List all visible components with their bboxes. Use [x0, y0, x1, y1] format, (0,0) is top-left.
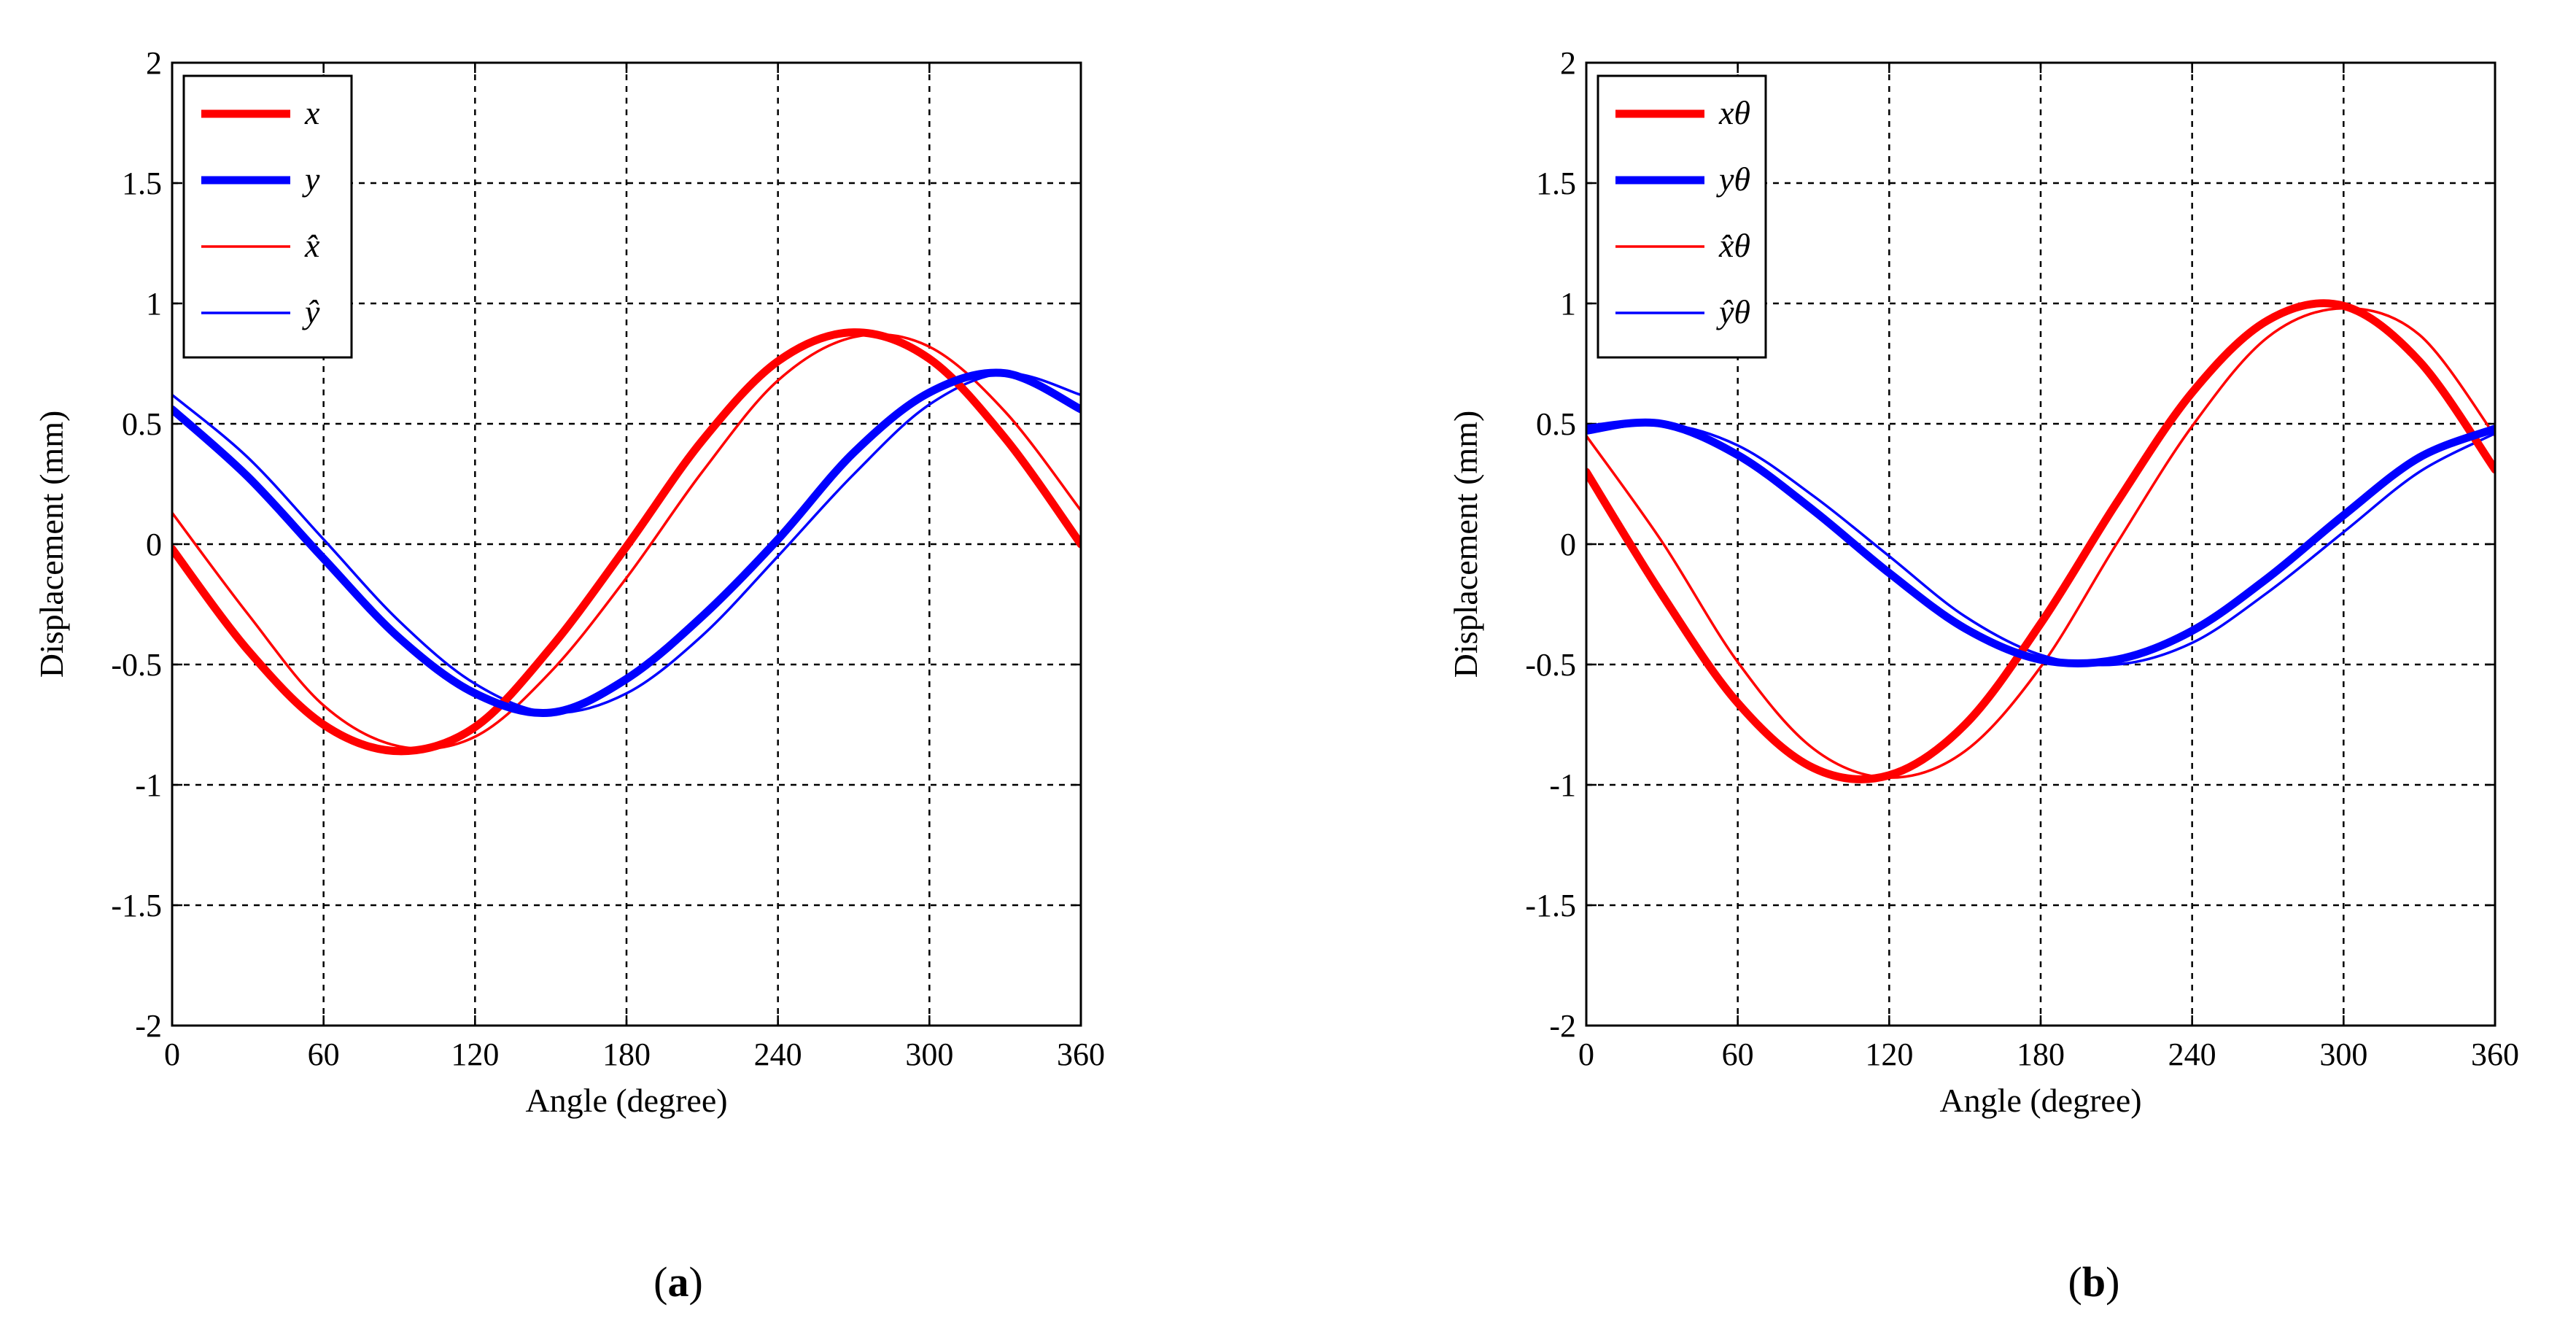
panel-a-x-tick-label: 360	[1057, 1037, 1105, 1072]
panel-a-y-tick-label: 2	[146, 45, 162, 81]
panel-b-y-tick-label: 1	[1560, 286, 1576, 322]
panel-b-x-axis-label: Angle (degree)	[1939, 1082, 2141, 1119]
panel-b-legend-label-x-theta: xθ	[1718, 94, 1750, 131]
panel-b-legend-label-y-theta: yθ	[1716, 160, 1750, 198]
panel-b-x-tick-label: 0	[1578, 1037, 1594, 1072]
panel-b-x-tick-label: 120	[1865, 1037, 1913, 1072]
panel-a-y-tick-label: 1.5	[122, 166, 162, 201]
panel-a-x-tick-label: 120	[451, 1037, 499, 1072]
panel-b-x-tick-label: 240	[2168, 1037, 2216, 1072]
panel-a-y-tick-label: -0.5	[111, 647, 162, 683]
panel-a: 0 60 120 180 240 300 360 2 1.5 1 0.5 0 -0.5 -1 -1.5 -2 A…	[33, 45, 1105, 1119]
panel-b: 0 60 120 180 240 300 360 2 1.5 1 0.5 0 -0.5 -1 -1.5 -2 A…	[1447, 45, 2519, 1119]
panel-b-y-tick-label: 0.5	[1536, 406, 1576, 442]
panel-a-legend-box	[182, 74, 353, 359]
panel-a-y-tick-label: -1.5	[111, 888, 162, 923]
panel-a-x-tick-label: 180	[602, 1037, 651, 1072]
panel-b-y-tick-label: 0	[1560, 527, 1576, 562]
panel-a-series-y-hat	[172, 371, 1081, 715]
panel-a-series-x	[172, 328, 1081, 756]
caption-a-letter: a	[668, 1258, 689, 1306]
panel-a-legend-label-y-hat: ŷ	[302, 293, 320, 330]
panel-a-x-tick-label: 60	[308, 1037, 340, 1072]
panel-a-x-tick-label: 300	[905, 1037, 953, 1072]
panel-b-series-y-theta	[1586, 418, 2495, 668]
panel-b-y-tick-label: -1.5	[1525, 888, 1576, 923]
panel-a-axes-frame	[171, 61, 1082, 1027]
panel-a-x-tick-label: 240	[754, 1037, 802, 1072]
panel-a-series-group	[172, 328, 1081, 756]
panel-b-x-tick-label: 60	[1722, 1037, 1754, 1072]
panel-a-y-tick-label: 1	[146, 286, 162, 322]
panel-b-x-tick-label: 360	[2471, 1037, 2519, 1072]
panel-b-legend-label-y-theta-hat: ŷθ	[1716, 293, 1750, 330]
panel-b-y-axis-label: Displacement (mm)	[1447, 411, 1484, 678]
panel-a-y-tick-label: 0	[146, 527, 162, 562]
panel-b-axes-frame	[1585, 61, 2497, 1027]
panel-b-series-x-theta	[1586, 299, 2495, 783]
panel-a-y-axis-label: Displacement (mm)	[33, 411, 70, 678]
panel-a-series-x-hat	[172, 333, 1081, 751]
panel-b-y-tick-label: -2	[1549, 1008, 1576, 1044]
panel-a-y-tick-label: -1	[135, 767, 162, 803]
panel-a-legend: xy x̂ ŷ	[182, 74, 353, 359]
panel-b-legend-label-x-theta-hat: x̂θ	[1718, 227, 1750, 264]
panel-b-series-y-theta-hat	[1586, 422, 2495, 667]
panel-a-x-axis-label: Angle (degree)	[525, 1082, 727, 1119]
caption-b: (b)	[2068, 1258, 2120, 1306]
panel-a-legend-label-y: y	[302, 160, 320, 198]
caption-a: (a)	[653, 1258, 703, 1306]
panel-b-y-tick-label: -0.5	[1525, 647, 1576, 683]
panel-b-y-tick-label: 1.5	[1536, 166, 1576, 201]
panel-b-legend-box	[1597, 74, 1767, 359]
panel-a-legend-label-x-hat: x̂	[304, 227, 320, 264]
panel-b-y-tick-label: 2	[1560, 45, 1576, 81]
panel-b-x-tick-label: 180	[2017, 1037, 2065, 1072]
panel-b-legend: xθ yθ x̂θ ŷθ	[1597, 74, 1767, 359]
panel-a-y-tick-label: 0.5	[122, 406, 162, 442]
panel-a-legend-label-x: x	[304, 94, 320, 131]
panel-b-x-tick-label: 300	[2319, 1037, 2367, 1072]
panel-b-y-tick-label: -1	[1549, 767, 1576, 803]
panel-a-series-y	[172, 368, 1081, 718]
panel-a-y-tick-label: -2	[135, 1008, 162, 1044]
caption-b-letter: b	[2082, 1258, 2106, 1306]
panel-a-x-tick-label: 0	[164, 1037, 180, 1072]
panel-b-series-group	[1586, 299, 2495, 783]
